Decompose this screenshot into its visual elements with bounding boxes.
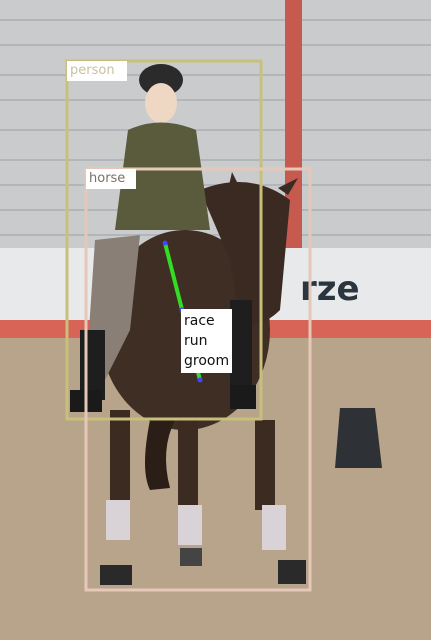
person-label: person xyxy=(67,61,127,81)
relation-verb-race: race xyxy=(184,313,215,329)
rider-figure xyxy=(70,64,256,412)
relation-verb-run: run xyxy=(184,333,208,349)
relation-end-point xyxy=(197,377,203,383)
horse-label: horse xyxy=(86,169,136,189)
relation-start-point xyxy=(162,240,168,246)
horse-bounding-box xyxy=(84,167,312,592)
arena-cone xyxy=(335,408,382,468)
person-bounding-box xyxy=(65,59,263,421)
relation-label: race run groom xyxy=(181,309,233,373)
relation-verb-groom: groom xyxy=(184,353,230,369)
